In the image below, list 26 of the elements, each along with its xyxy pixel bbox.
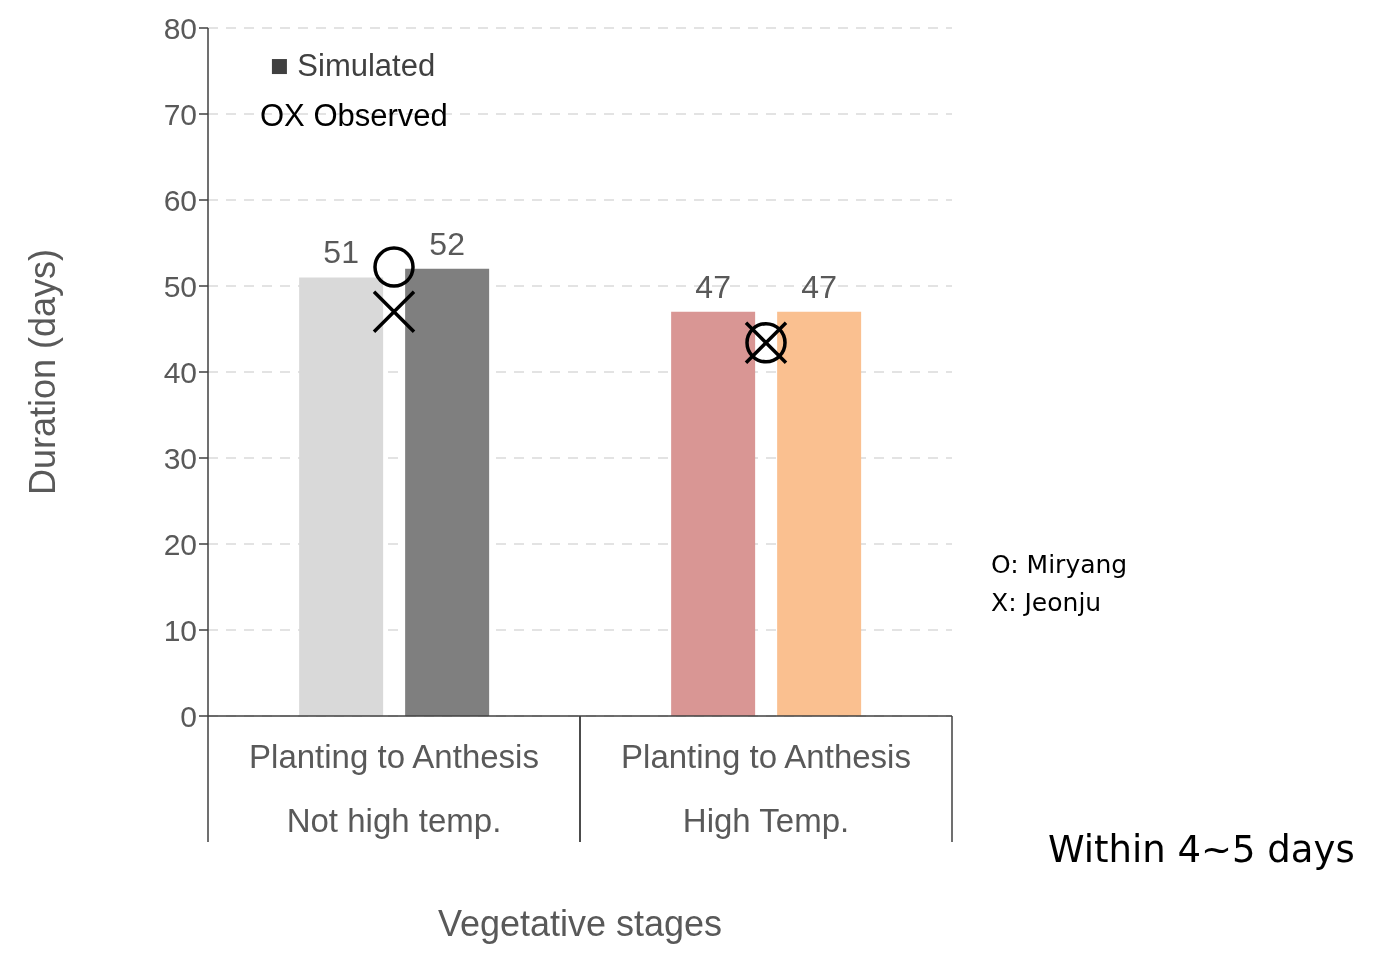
x-axis-title: Vegetative stages: [437, 903, 723, 944]
text: Within 4~5 days: [1048, 828, 1355, 871]
annotation: ■ Simulated: [270, 48, 436, 84]
y-tick-label: 60: [163, 183, 197, 217]
point: [373, 246, 415, 288]
y-tick-label: 20: [163, 527, 197, 561]
bar: [671, 311, 756, 716]
bar: [777, 311, 862, 716]
y-tick-label: 50: [163, 269, 197, 303]
x-tick-label: Planting to Anthesis Not high temp.: [249, 738, 539, 839]
y-tick-label: 70: [163, 97, 197, 131]
y-tick-label: 10: [163, 613, 197, 647]
y-axis-title: Duration (days): [21, 248, 63, 496]
bar: [405, 268, 490, 716]
y-tick-label: 40: [163, 355, 197, 389]
x-tick-label: Planting to Anthesis High Temp.: [621, 738, 911, 839]
text: O: Miryang X: Jeonju: [991, 549, 1128, 619]
data-label: 51: [323, 234, 359, 271]
data-label: 47: [801, 268, 837, 305]
annotation: OX Observed: [260, 98, 448, 134]
data-label: 52: [429, 225, 465, 262]
data-label: 47: [695, 268, 731, 305]
y-tick-label: 80: [163, 11, 197, 45]
y-tick-label: 30: [163, 441, 197, 475]
point: [372, 290, 416, 334]
y-tick-label: 0: [180, 699, 197, 733]
